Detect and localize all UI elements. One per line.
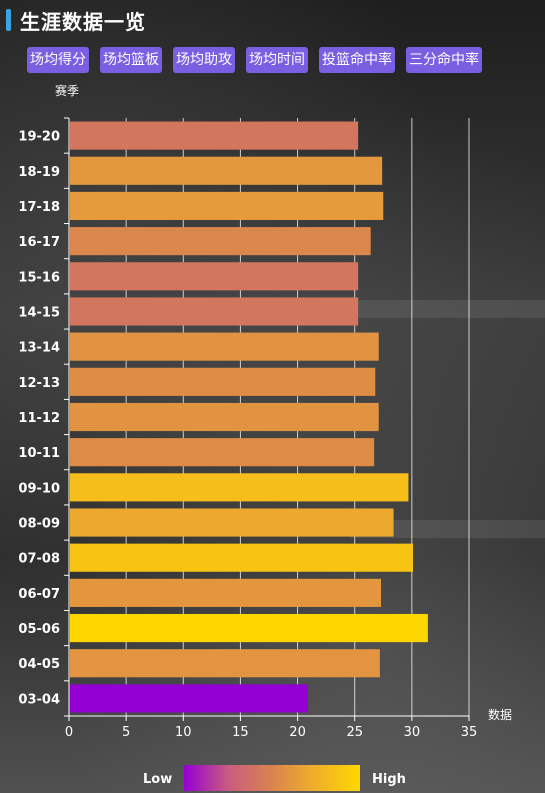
visual-map-high-label: High	[372, 772, 406, 787]
bar[interactable]	[70, 367, 376, 396]
y-tick-label: 04-05	[18, 657, 60, 672]
y-tick-label: 13-14	[18, 341, 60, 356]
y-axis-name: 赛季	[55, 83, 79, 98]
tab-fg-percentage[interactable]: 投篮命中率	[319, 47, 395, 73]
bar[interactable]	[70, 649, 380, 678]
y-tick-label: 09-10	[18, 481, 60, 496]
tab-avg-rebounds[interactable]: 场均篮板	[100, 47, 162, 73]
bar[interactable]	[70, 262, 359, 291]
stat-tabs: 场均得分 场均篮板 场均助攻 场均时间 投篮命中率 三分命中率	[27, 47, 493, 73]
y-tick-label: 14-15	[18, 305, 60, 320]
header: 生涯数据一览	[6, 6, 146, 34]
visual-map-gradient-bar[interactable]	[184, 765, 360, 791]
bar[interactable]	[70, 543, 413, 572]
bar[interactable]	[70, 227, 371, 256]
background-stripe	[350, 300, 545, 318]
tab-avg-minutes[interactable]: 场均时间	[246, 47, 308, 73]
bar[interactable]	[70, 473, 409, 502]
x-tick-label: 5	[122, 725, 130, 740]
bars	[70, 121, 428, 713]
bar[interactable]	[70, 508, 394, 537]
y-tick-label: 10-11	[18, 446, 60, 461]
title-accent-bar	[6, 9, 11, 31]
tab-avg-assists[interactable]: 场均助攻	[173, 47, 235, 73]
bar[interactable]	[70, 684, 308, 713]
bar[interactable]	[70, 332, 379, 361]
tab-avg-points[interactable]: 场均得分	[27, 47, 89, 73]
bar[interactable]	[70, 121, 359, 150]
y-tick-label: 11-12	[18, 411, 60, 426]
x-axis-name: 数据	[488, 707, 512, 722]
y-tick-label: 05-06	[18, 622, 60, 637]
x-tick-label: 15	[232, 725, 249, 740]
tab-3p-percentage[interactable]: 三分命中率	[406, 47, 482, 73]
axes: 0 5 10 15 20 25 30 35 19-20 18-19 17-18 16-17 15-16 1…	[18, 117, 478, 740]
background-stripe	[350, 520, 545, 538]
y-tick-label: 19-20	[18, 130, 60, 145]
page-title: 生涯数据一览	[20, 9, 146, 34]
y-tick-label: 03-04	[18, 692, 60, 707]
y-tick-label: 08-09	[18, 517, 60, 532]
bar[interactable]	[70, 438, 375, 467]
y-tick-label: 12-13	[18, 376, 60, 391]
bar[interactable]	[70, 297, 359, 326]
x-tick-label: 20	[289, 725, 306, 740]
bar[interactable]	[70, 402, 379, 432]
bar[interactable]	[70, 156, 383, 185]
y-tick-label: 15-16	[18, 270, 60, 285]
y-tick-label: 07-08	[18, 552, 60, 567]
x-tick-label: 0	[65, 725, 73, 740]
y-tick-label: 06-07	[18, 587, 60, 602]
y-tick-label: 16-17	[18, 235, 60, 250]
visual-map: Low High	[143, 765, 406, 791]
x-tick-label: 10	[175, 725, 192, 740]
y-tick-label: 18-19	[18, 165, 60, 180]
visual-map-low-label: Low	[143, 772, 172, 787]
x-tick-label: 25	[346, 725, 363, 740]
bar[interactable]	[70, 613, 428, 643]
bar[interactable]	[70, 578, 381, 607]
y-tick-label: 17-18	[18, 200, 60, 215]
bar[interactable]	[70, 191, 384, 221]
x-tick-label: 35	[461, 725, 478, 740]
x-tick-label: 30	[404, 725, 421, 740]
